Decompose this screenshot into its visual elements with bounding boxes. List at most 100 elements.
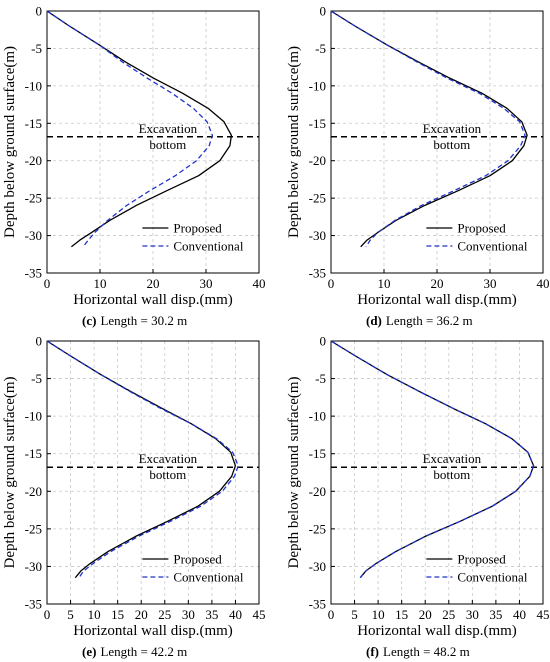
panel-caption: (f) Length = 48.2 m xyxy=(366,644,470,659)
y-tick-label: -10 xyxy=(25,409,42,424)
legend-label-proposed: Proposed xyxy=(457,221,506,236)
y-tick-label: -10 xyxy=(309,78,326,93)
x-tick-label: 40 xyxy=(513,607,526,622)
x-axis-label: Horizontal wall disp.(mm) xyxy=(357,623,517,639)
y-tick-label: 0 xyxy=(320,4,327,19)
panel-caption-text: Length = 30.2 m xyxy=(100,313,187,328)
series-line-proposed xyxy=(46,340,237,579)
y-tick-label: -30 xyxy=(25,228,42,243)
panel-letter: (e) xyxy=(82,644,96,659)
bottom-label: bottom xyxy=(149,467,186,482)
x-tick-label: 15 xyxy=(395,607,408,622)
y-tick-label: -20 xyxy=(25,484,42,499)
legend-label-conventional: Conventional xyxy=(457,239,527,254)
legend-label-proposed: Proposed xyxy=(173,552,222,567)
bottom-label: bottom xyxy=(149,137,186,152)
y-tick-label: -5 xyxy=(315,41,326,56)
x-tick-label: 35 xyxy=(489,607,502,622)
panel-caption-text: Length = 48.2 m xyxy=(383,644,470,659)
y-tick-label: -10 xyxy=(25,78,42,93)
x-tick-label: 35 xyxy=(205,607,218,622)
excavation-label: Excavation xyxy=(139,451,198,466)
x-tick-label: 40 xyxy=(229,607,242,622)
x-tick-label: 25 xyxy=(158,607,171,622)
x-tick-label: 5 xyxy=(67,607,74,622)
y-tick-label: 0 xyxy=(320,334,327,349)
panel-caption: (d) Length = 36.2 m xyxy=(366,313,473,328)
series-line-conventional xyxy=(330,340,535,579)
y-tick-label: -35 xyxy=(25,597,42,612)
x-tick-label: 20 xyxy=(147,276,160,291)
x-tick-label: 20 xyxy=(419,607,432,622)
y-tick-label: -35 xyxy=(309,266,326,281)
plot-frame xyxy=(46,340,260,605)
x-tick-label: 0 xyxy=(44,276,51,291)
y-tick-label: -5 xyxy=(31,41,42,56)
y-tick-label: -5 xyxy=(31,371,42,386)
x-tick-label: 30 xyxy=(182,607,195,622)
x-tick-label: 5 xyxy=(351,607,358,622)
y-tick-label: -35 xyxy=(309,597,326,612)
y-axis-label: Depth below ground surface(m) xyxy=(2,46,18,238)
series-line-conventional xyxy=(46,340,239,579)
legend-label-proposed: Proposed xyxy=(173,221,222,236)
x-tick-label: 10 xyxy=(378,276,391,291)
y-axis-label: Depth below ground surface(m) xyxy=(2,376,18,568)
x-tick-label: 10 xyxy=(88,607,101,622)
y-tick-label: -30 xyxy=(25,559,42,574)
x-tick-label: 20 xyxy=(135,607,148,622)
panel-letter: (c) xyxy=(82,313,96,328)
y-tick-label: -25 xyxy=(25,521,42,536)
y-tick-label: -25 xyxy=(309,191,326,206)
y-tick-label: -10 xyxy=(309,409,326,424)
y-tick-label: -15 xyxy=(25,116,42,131)
excavation-label: Excavation xyxy=(139,121,198,136)
x-axis-label: Horizontal wall disp.(mm) xyxy=(73,623,233,639)
panel-caption: (c) Length = 30.2 m xyxy=(82,313,187,328)
y-tick-label: -15 xyxy=(309,116,326,131)
panel-caption-text: Length = 36.2 m xyxy=(386,313,473,328)
y-axis-label: Depth below ground surface(m) xyxy=(286,46,302,238)
y-tick-label: -30 xyxy=(309,228,326,243)
legend-label-proposed: Proposed xyxy=(457,552,506,567)
y-tick-label: -5 xyxy=(315,371,326,386)
x-tick-label: 20 xyxy=(431,276,444,291)
panel-caption-text: Length = 42.2 m xyxy=(100,644,187,659)
x-axis-label: Horizontal wall disp.(mm) xyxy=(357,292,517,308)
plot-frame xyxy=(330,340,544,605)
y-tick-label: -20 xyxy=(309,484,326,499)
legend-label-conventional: Conventional xyxy=(457,570,527,585)
x-tick-label: 0 xyxy=(328,276,335,291)
x-axis-label: Horizontal wall disp.(mm) xyxy=(73,292,233,308)
x-tick-label: 30 xyxy=(484,276,497,291)
panel-letter: (f) xyxy=(366,644,379,659)
x-tick-label: 30 xyxy=(466,607,479,622)
series-line-proposed xyxy=(46,10,233,248)
excavation-label: Excavation xyxy=(423,121,482,136)
legend-label-conventional: Conventional xyxy=(173,570,243,585)
x-tick-label: 45 xyxy=(253,607,266,622)
x-tick-label: 10 xyxy=(372,607,385,622)
x-tick-label: 0 xyxy=(328,607,335,622)
x-tick-label: 0 xyxy=(44,607,51,622)
x-tick-label: 30 xyxy=(200,276,213,291)
bottom-label: bottom xyxy=(433,137,470,152)
y-tick-label: -20 xyxy=(309,153,326,168)
y-tick-label: -25 xyxy=(309,521,326,536)
panel-caption: (e) Length = 42.2 m xyxy=(82,644,187,659)
bottom-label: bottom xyxy=(433,467,470,482)
x-tick-label: 40 xyxy=(253,276,266,291)
y-axis-label: Depth below ground surface(m) xyxy=(286,376,302,568)
panel-letter: (d) xyxy=(366,313,382,328)
y-tick-label: -15 xyxy=(309,446,326,461)
y-tick-label: -15 xyxy=(25,446,42,461)
x-tick-label: 45 xyxy=(537,607,550,622)
y-tick-label: -30 xyxy=(309,559,326,574)
y-tick-label: 0 xyxy=(36,334,43,349)
series-line-conventional xyxy=(330,10,526,248)
x-tick-label: 10 xyxy=(94,276,107,291)
y-tick-label: -25 xyxy=(25,191,42,206)
legend-label-conventional: Conventional xyxy=(173,239,243,254)
excavation-label: Excavation xyxy=(423,451,482,466)
